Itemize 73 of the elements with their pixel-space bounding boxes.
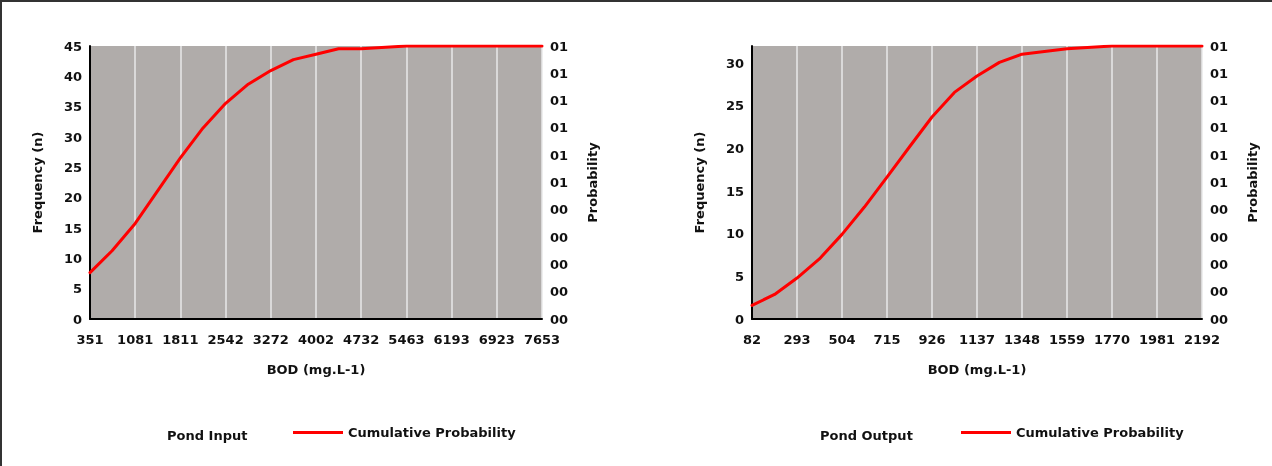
x-tick-label: 4002 bbox=[297, 332, 335, 347]
legend-label: Cumulative Probability bbox=[348, 425, 517, 440]
y2-tick-label: 00 bbox=[550, 311, 569, 327]
y2-tick-label: 00 bbox=[1210, 311, 1229, 327]
y2-tick-label: 01 bbox=[550, 93, 569, 109]
y-tick-label: 15 bbox=[63, 220, 82, 236]
y-tick-label: 0 bbox=[734, 311, 744, 327]
y-tick-label: 20 bbox=[725, 140, 744, 156]
y-tick-label: 25 bbox=[725, 98, 744, 114]
y2-tick-label: 01 bbox=[1210, 38, 1229, 54]
y-tick-label: 15 bbox=[725, 183, 744, 199]
legend-label: Cumulative Probability bbox=[1016, 425, 1185, 440]
x-tick-label: 1348 bbox=[1003, 332, 1041, 347]
y2-tick-label: 00 bbox=[550, 284, 569, 300]
x-tick-label: 926 bbox=[918, 332, 946, 347]
x-tick-label: 1137 bbox=[958, 332, 996, 347]
y-tick-label: 30 bbox=[725, 55, 744, 71]
y2-axis-title: Probability bbox=[585, 141, 600, 223]
x-axis-title: BOD (mg.L-1) bbox=[927, 362, 1027, 377]
y-axis-title: Frequency (n) bbox=[692, 131, 707, 234]
x-tick-label: 1559 bbox=[1048, 332, 1086, 347]
y-tick-label: 5 bbox=[72, 281, 82, 297]
y2-tick-label: 01 bbox=[550, 65, 569, 81]
x-tick-label: 504 bbox=[828, 332, 856, 347]
x-tick-label: 3272 bbox=[252, 332, 289, 347]
y2-tick-label: 01 bbox=[550, 175, 569, 190]
x-tick-label: 1981 bbox=[1138, 332, 1176, 347]
line-series bbox=[88, 44, 544, 275]
x-axis-title: BOD (mg.L-1) bbox=[266, 362, 366, 377]
x-tick-label: 6193 bbox=[433, 332, 470, 347]
y2-tick-label: 00 bbox=[550, 229, 569, 245]
x-tick-label: 351 bbox=[76, 332, 104, 347]
y2-tick-label: 01 bbox=[550, 147, 569, 163]
y2-tick-label: 00 bbox=[550, 202, 569, 218]
y-tick-label: 30 bbox=[63, 129, 82, 145]
y2-tick-label: 01 bbox=[550, 38, 569, 54]
y2-tick-label: 01 bbox=[1210, 175, 1229, 190]
x-tick-label: 2542 bbox=[207, 332, 244, 347]
y-tick-label: 10 bbox=[63, 250, 82, 266]
y2-tick-label: 01 bbox=[1210, 65, 1229, 81]
x-tick-label: 1081 bbox=[117, 332, 154, 347]
y2-tick-label: 01 bbox=[1210, 93, 1229, 109]
y-tick-label: 35 bbox=[63, 99, 82, 115]
y2-tick-label: 01 bbox=[1210, 120, 1229, 136]
x-tick-label: 6923 bbox=[478, 332, 515, 347]
y-tick-label: 10 bbox=[725, 226, 744, 242]
x-tick-label: 4732 bbox=[343, 332, 380, 347]
y2-tick-label: 00 bbox=[1210, 229, 1229, 245]
y-tick-label: 5 bbox=[734, 268, 744, 284]
x-tick-label: 1811 bbox=[162, 332, 199, 347]
y2-tick-label: 00 bbox=[1210, 256, 1229, 272]
x-tick-label: 715 bbox=[873, 332, 901, 347]
y2-tick-label: 00 bbox=[1210, 202, 1229, 218]
x-tick-label: 293 bbox=[783, 332, 811, 347]
x-tick-label: 5463 bbox=[388, 332, 425, 347]
y2-tick-label: 01 bbox=[1210, 147, 1229, 163]
y2-tick-label: 01 bbox=[550, 120, 569, 136]
y2-tick-label: 00 bbox=[1210, 284, 1229, 300]
y-tick-label: 20 bbox=[63, 190, 82, 206]
legend-title: Pond Output bbox=[820, 428, 913, 443]
x-tick-label: 82 bbox=[742, 332, 762, 347]
x-tick-label: 2192 bbox=[1183, 332, 1221, 347]
y-tick-label: 25 bbox=[63, 159, 82, 175]
y-tick-label: 0 bbox=[72, 311, 82, 327]
line-series bbox=[750, 44, 1204, 307]
y2-axis-title: Probability bbox=[1245, 141, 1260, 223]
y2-tick-label: 00 bbox=[550, 256, 569, 272]
x-tick-label: 7653 bbox=[523, 332, 561, 347]
x-tick-label: 1770 bbox=[1093, 332, 1131, 347]
y-axis-title: Frequency (n) bbox=[30, 131, 45, 234]
y-tick-label: 45 bbox=[63, 38, 82, 54]
y-tick-label: 40 bbox=[63, 68, 82, 84]
legend-title: Pond Input bbox=[167, 428, 248, 443]
